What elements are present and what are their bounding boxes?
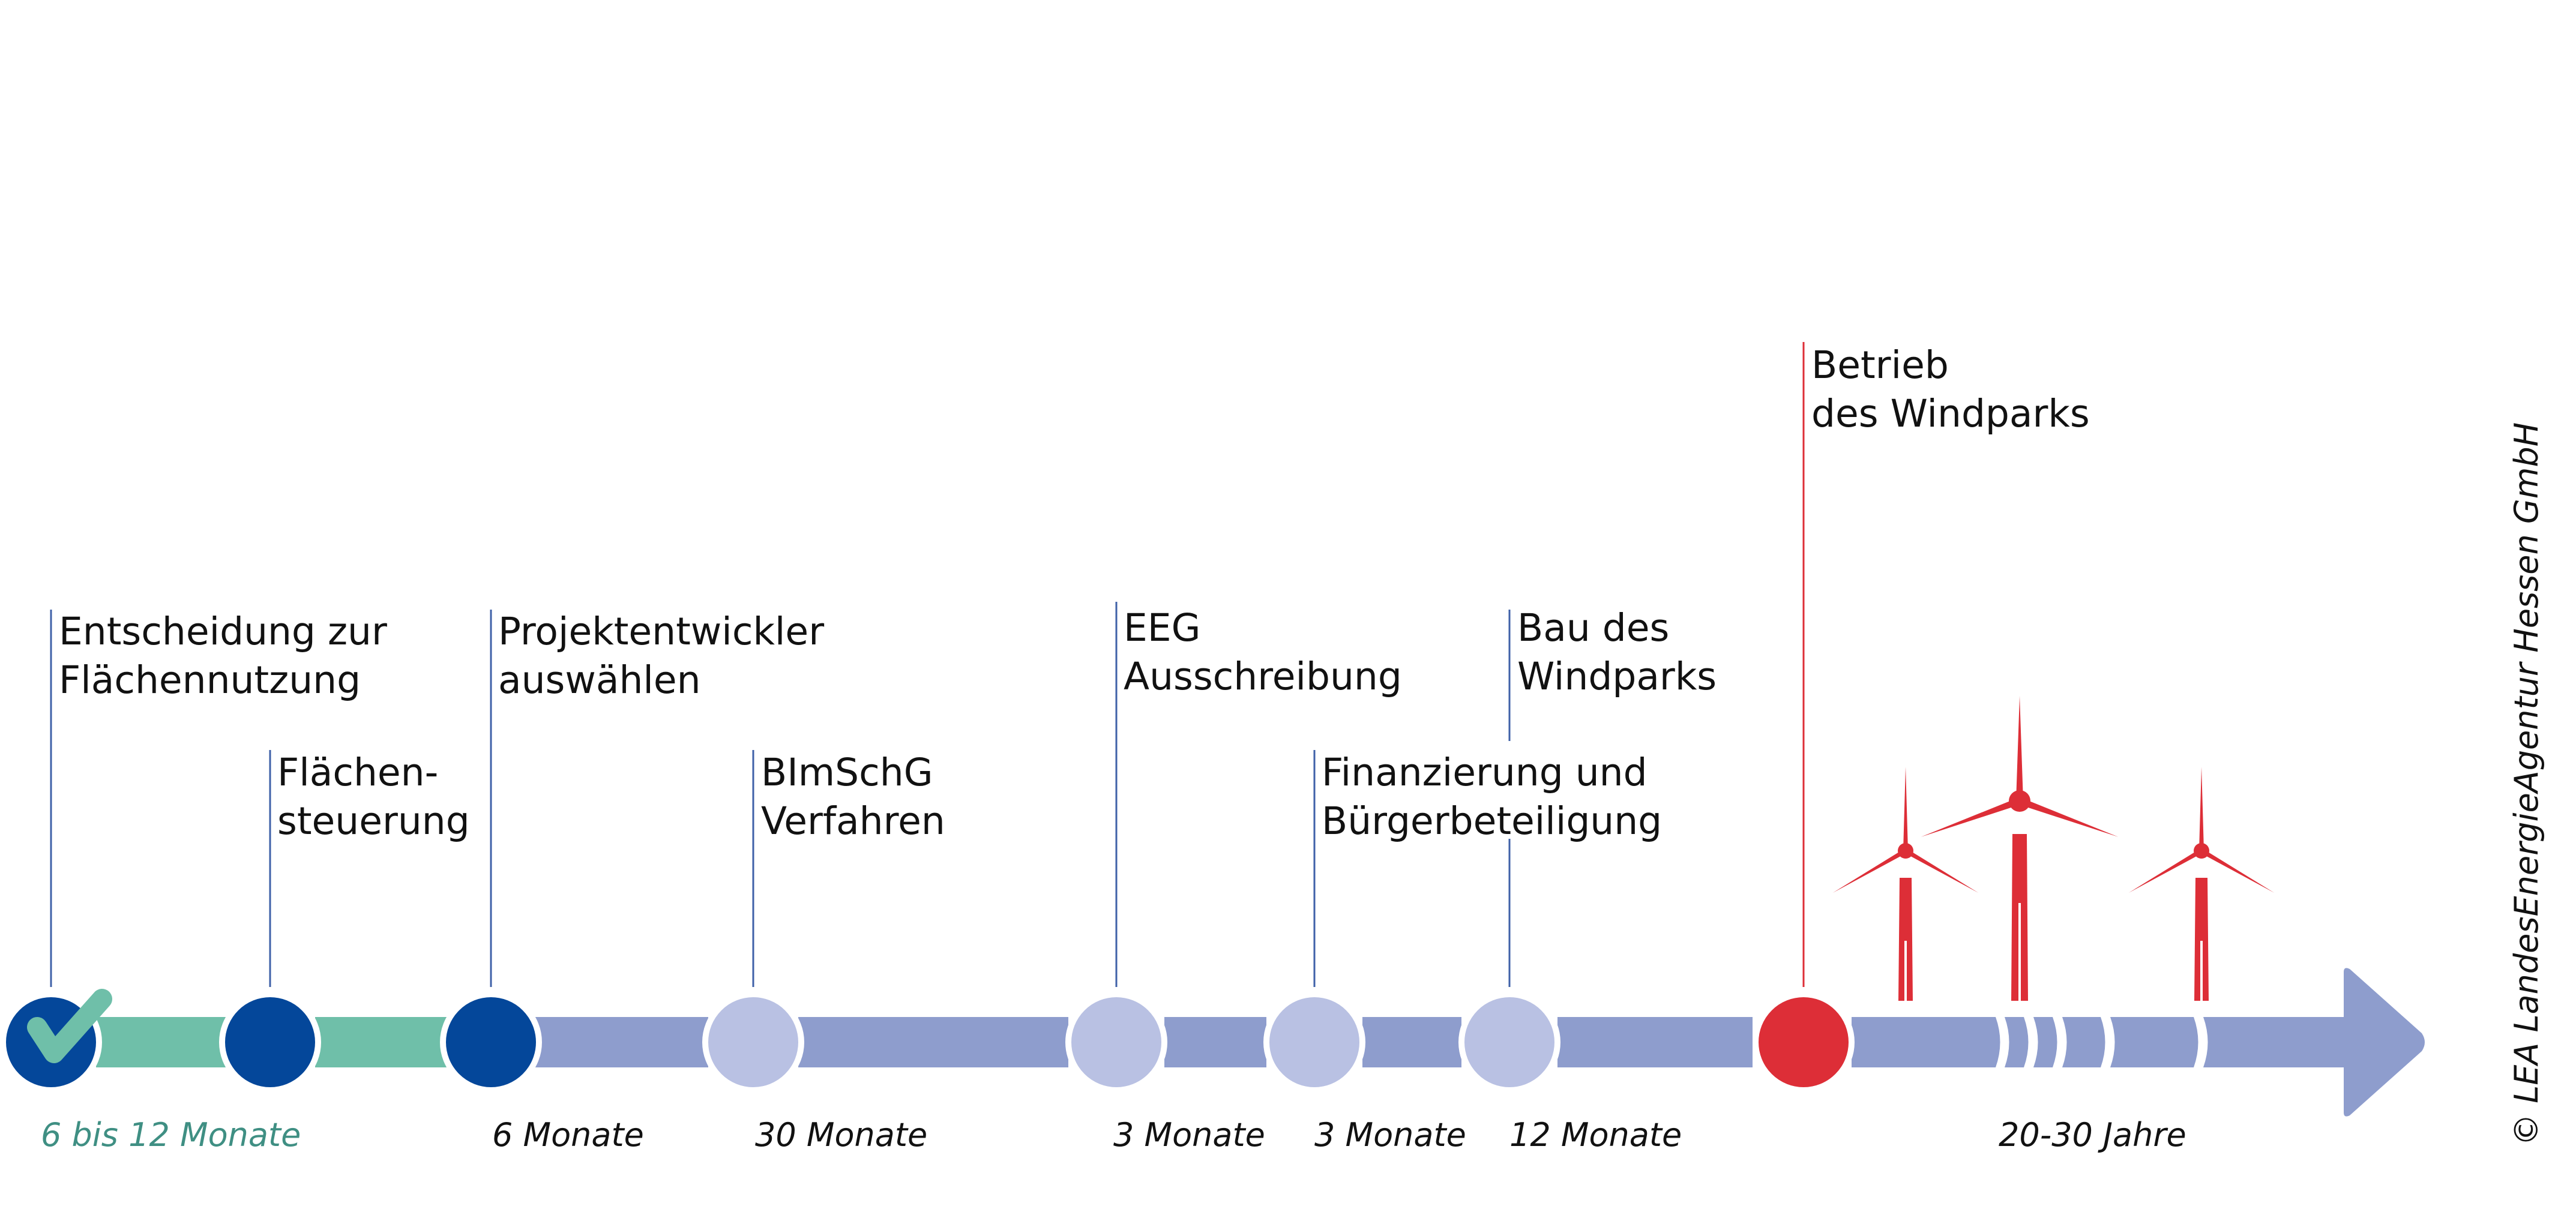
track-segment-operation-1: [1852, 1017, 2000, 1067]
duration-label-3: 30 Monate: [755, 1116, 928, 1154]
wind-turbine-icon: [2128, 767, 2275, 1001]
milestone-8: [1753, 991, 1855, 1093]
track-segment-operation-4: [2062, 1017, 2105, 1067]
milestone-4: [702, 991, 804, 1093]
copyright-notice: © LEA LandesEnergieAgentur Hessen GmbH: [2508, 422, 2545, 1146]
track-segment-done-2: [315, 1017, 447, 1067]
step-label-7: Bau des Windparks: [1517, 606, 1717, 698]
check-icon: [27, 989, 112, 1063]
track-segment-3: [534, 1017, 708, 1067]
duration-label-4: 3 Monate: [1113, 1116, 1265, 1154]
milestone-3: [440, 991, 542, 1093]
wind-turbine-icon: [1832, 767, 1979, 1001]
step-label-3: Projektentwickler auswählen: [498, 610, 825, 702]
track-segment-operation-5: [2110, 1017, 2198, 1067]
track-segment-operation-6: [2203, 1017, 2344, 1067]
track-segment-4: [798, 1017, 1068, 1067]
track-segment-7: [1557, 1017, 1753, 1067]
milestone-5: [1065, 991, 1167, 1093]
arrow-head-icon: [2344, 968, 2425, 1117]
duration-label-7: 20-30 Jahre: [1999, 1116, 2186, 1154]
track-segment-6: [1362, 1017, 1461, 1067]
duration-label-1: 6 bis 12 Monate: [41, 1116, 301, 1154]
milestone-2: [219, 991, 321, 1093]
step-label-6: Finanzierung und Bürgerbeteiligung: [1322, 751, 1663, 843]
step-label-1: Entscheidung zur Flächennutzung: [59, 610, 387, 702]
step-label-5: EEG Ausschreibung: [1124, 606, 1402, 698]
duration-label-6: 12 Monate: [1509, 1116, 1682, 1154]
track-segment-operation-3: [2033, 1017, 2057, 1067]
duration-label-2: 6 Monate: [492, 1116, 644, 1154]
track-segment-5: [1164, 1017, 1266, 1067]
step-label-2: Flächen- steuerung: [277, 751, 470, 843]
milestone-7: [1458, 991, 1560, 1093]
step-label-8: Betrieb des Windparks: [1811, 343, 2090, 436]
wind-turbine-icon: [1921, 696, 2119, 1001]
track-segment-operation-2: [2005, 1017, 2029, 1067]
duration-label-5: 3 Monate: [1314, 1116, 1466, 1154]
track-segment-done-1: [96, 1017, 228, 1067]
milestone-6: [1263, 991, 1365, 1093]
step-label-4: BImSchG Verfahren: [761, 751, 945, 843]
